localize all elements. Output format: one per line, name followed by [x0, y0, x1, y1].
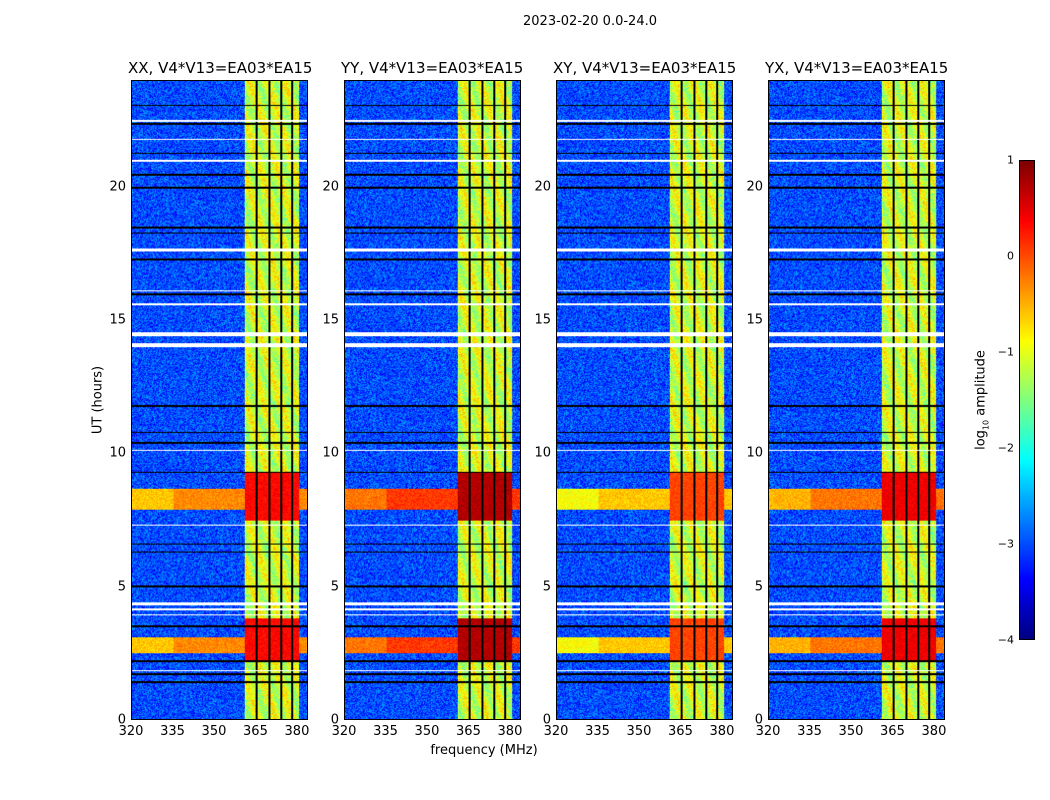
y-tick-label: 0	[754, 712, 763, 728]
colorbar-tick-label: −4	[997, 633, 1014, 647]
x-tick-label: 380	[497, 724, 523, 739]
y-tick-label: 20	[534, 179, 551, 195]
x-tick-label: 335	[585, 724, 610, 739]
heatmap-cells	[345, 81, 520, 719]
x-tick-label: 320	[755, 724, 781, 739]
colorbar-tick-label: −1	[997, 345, 1014, 359]
x-tick-label: 350	[838, 724, 864, 739]
spectrogram-panel-yx	[768, 80, 945, 720]
heatmap-cells	[557, 81, 732, 719]
panel-title: YY, V4*V13=EA03*EA15	[341, 59, 524, 77]
y-tick-label: 20	[746, 179, 763, 195]
heatmap-cells	[132, 81, 307, 719]
y-tick-label: 15	[322, 312, 339, 328]
x-tick-label: 365	[668, 724, 693, 739]
x-tick-label: 365	[456, 724, 481, 739]
y-tick-label: 5	[117, 579, 126, 595]
x-tick-label: 350	[626, 724, 652, 739]
x-tick-label: 350	[414, 724, 440, 739]
x-tick-label: 320	[543, 724, 569, 739]
figure-title: 2023-02-20 0.0-24.0	[523, 14, 657, 29]
spectrogram-panel-xy	[556, 80, 733, 720]
y-tick-label: 5	[754, 579, 763, 595]
x-tick-label: 365	[243, 724, 268, 739]
x-tick-label: 335	[797, 724, 822, 739]
y-tick-label: 10	[109, 445, 126, 461]
x-tick-label: 320	[118, 724, 144, 739]
heatmap-cells	[769, 81, 944, 719]
x-tick-label: 335	[373, 724, 398, 739]
y-tick-label: 5	[330, 579, 339, 595]
y-tick-label: 10	[534, 445, 551, 461]
x-tick-label: 335	[160, 724, 185, 739]
y-tick-label: 10	[322, 445, 339, 461]
y-tick-label: 15	[746, 312, 763, 328]
y-tick-label: 20	[322, 179, 339, 195]
panel-title: YX, V4*V13=EA03*EA15	[765, 59, 949, 77]
y-tick-label: 15	[109, 312, 126, 328]
y-tick-label: 10	[746, 445, 763, 461]
panel-title: XY, V4*V13=EA03*EA15	[553, 59, 737, 77]
spectrogram-panel-xx	[131, 80, 308, 720]
panel-title: XX, V4*V13=EA03*EA15	[128, 59, 313, 77]
colorbar-tick-label: −2	[997, 441, 1014, 455]
x-tick-label: 365	[880, 724, 905, 739]
y-tick-label: 0	[330, 712, 339, 728]
y-tick-label: 15	[534, 312, 551, 328]
y-axis-label: UT (hours)	[90, 365, 106, 435]
x-tick-label: 380	[921, 724, 947, 739]
x-tick-label: 380	[709, 724, 735, 739]
colorbar-tick-label: 0	[1007, 249, 1014, 263]
colorbar-tick-label: −3	[997, 537, 1014, 551]
colorbar-tick-label: 1	[1007, 153, 1014, 167]
colorbar-label: log10 amplitude	[973, 350, 991, 450]
y-tick-label: 0	[117, 712, 126, 728]
colorbar	[1019, 160, 1035, 640]
y-tick-label: 5	[542, 579, 551, 595]
x-axis-label: frequency (MHz)	[430, 743, 538, 758]
y-tick-label: 0	[542, 712, 551, 728]
x-tick-label: 350	[201, 724, 227, 739]
x-tick-label: 320	[331, 724, 357, 739]
x-tick-label: 380	[284, 724, 310, 739]
y-tick-label: 20	[109, 179, 126, 195]
spectrogram-panel-yy	[344, 80, 521, 720]
